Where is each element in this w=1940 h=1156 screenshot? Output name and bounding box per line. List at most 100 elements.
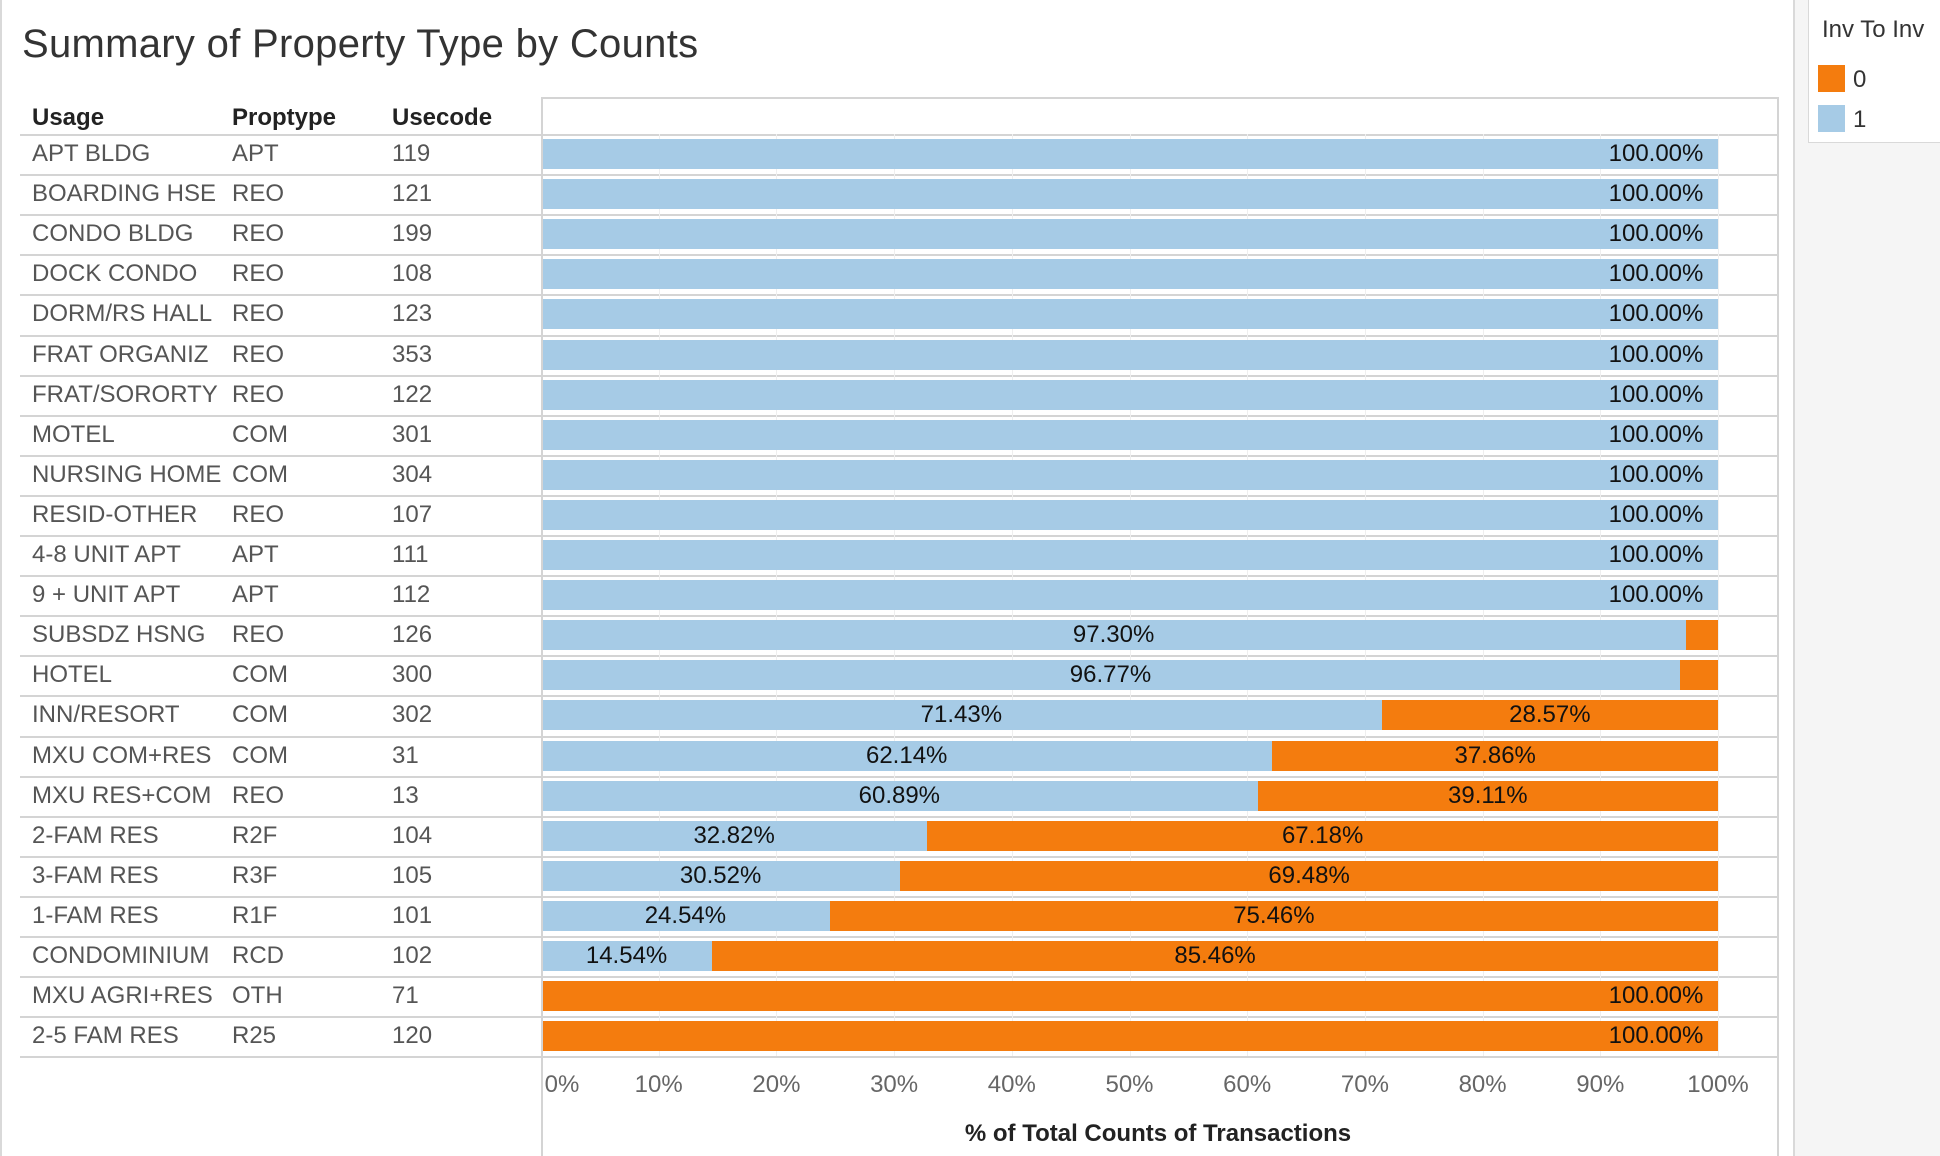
row-usecode-label[interactable]: 121 <box>392 180 433 208</box>
row-usage-label[interactable]: 9 + UNIT APT <box>32 581 181 609</box>
bar-segment-series-0[interactable] <box>1257 780 1718 811</box>
row-usage-label[interactable]: 2-FAM RES <box>32 821 159 849</box>
bar-segment-series-1[interactable] <box>541 219 1718 250</box>
row-proptype-label[interactable]: COM <box>232 460 288 488</box>
column-header-usage[interactable]: Usage <box>32 104 105 131</box>
row-proptype-label[interactable]: APT <box>232 140 279 168</box>
row-usage-label[interactable]: CONDOMINIUM <box>32 942 210 970</box>
row-usage-label[interactable]: 1-FAM RES <box>32 901 159 929</box>
row-proptype-label[interactable]: REO <box>232 180 285 208</box>
row-usecode-label[interactable]: 71 <box>392 982 419 1010</box>
bar-segment-series-1[interactable] <box>541 780 1258 811</box>
bar-segment-series-1[interactable] <box>541 379 1718 410</box>
bar-segment-series-1[interactable] <box>541 339 1718 370</box>
row-usage-label[interactable]: MXU RES+COM <box>32 781 212 809</box>
row-usecode-label[interactable]: 111 <box>392 541 429 569</box>
bar-segment-series-1[interactable] <box>541 620 1687 651</box>
row-usecode-label[interactable]: 123 <box>392 300 433 328</box>
row-usecode-label[interactable]: 353 <box>392 340 433 368</box>
row-usecode-label[interactable]: 119 <box>392 140 431 168</box>
row-usecode-label[interactable]: 302 <box>392 701 433 729</box>
row-usage-label[interactable]: RESID-OTHER <box>32 500 198 528</box>
row-usage-label[interactable]: 4-8 UNIT APT <box>32 541 181 569</box>
row-usecode-label[interactable]: 13 <box>392 781 419 809</box>
row-usage-label[interactable]: DORM/RS HALL <box>32 300 213 328</box>
row-proptype-label[interactable]: REO <box>232 260 285 288</box>
row-proptype-label[interactable]: REO <box>232 621 285 649</box>
row-usage-label[interactable]: FRAT/SORORTY <box>32 380 218 408</box>
row-usage-label[interactable]: BOARDING HSE <box>32 180 217 208</box>
row-usage-label[interactable]: MXU AGRI+RES <box>32 982 213 1010</box>
bar-segment-series-0[interactable] <box>1381 700 1718 731</box>
row-proptype-label[interactable]: RCD <box>232 942 284 970</box>
bar-segment-series-0[interactable] <box>900 860 1718 891</box>
row-usage-label[interactable]: HOTEL <box>32 661 113 689</box>
row-proptype-label[interactable]: R1F <box>232 901 278 929</box>
bar-segment-series-0[interactable] <box>829 900 1718 931</box>
row-proptype-label[interactable]: R25 <box>232 1022 277 1050</box>
row-usage-label[interactable]: CONDO BLDG <box>32 220 194 248</box>
row-proptype-label[interactable]: R2F <box>232 821 278 849</box>
row-proptype-label[interactable]: REO <box>232 380 285 408</box>
bar-segment-series-0[interactable] <box>541 981 1718 1012</box>
row-usecode-label[interactable]: 101 <box>392 901 433 929</box>
bar-segment-series-1[interactable] <box>541 740 1273 771</box>
bar-segment-series-1[interactable] <box>541 660 1680 691</box>
row-usecode-label[interactable]: 304 <box>392 460 433 488</box>
row-usage-label[interactable]: 3-FAM RES <box>32 861 159 889</box>
row-usecode-label[interactable]: 107 <box>392 500 433 528</box>
row-usage-label[interactable]: NURSING HOME <box>32 460 222 488</box>
bar-segment-series-1[interactable] <box>541 700 1382 731</box>
row-usage-label[interactable]: MOTEL <box>32 420 115 448</box>
row-proptype-label[interactable]: REO <box>232 781 285 809</box>
row-usage-label[interactable]: SUBSDZ HSNG <box>32 621 206 649</box>
row-proptype-label[interactable]: REO <box>232 340 285 368</box>
bar-segment-series-0[interactable] <box>1686 620 1718 651</box>
bar-segment-series-1[interactable] <box>541 299 1718 330</box>
row-usage-label[interactable]: MXU COM+RES <box>32 741 212 769</box>
row-proptype-label[interactable]: COM <box>232 741 288 769</box>
row-usage-label[interactable]: 2-5 FAM RES <box>32 1022 179 1050</box>
row-proptype-label[interactable]: COM <box>232 701 288 729</box>
bar-segment-series-1[interactable] <box>541 941 713 972</box>
bar-segment-series-1[interactable] <box>541 820 928 851</box>
legend-swatch-0[interactable] <box>1818 65 1845 92</box>
bar-segment-series-1[interactable] <box>541 419 1718 450</box>
bar-segment-series-0[interactable] <box>927 820 1718 851</box>
row-usecode-label[interactable]: 301 <box>392 420 433 448</box>
bar-segment-series-1[interactable] <box>541 540 1718 571</box>
row-usage-label[interactable]: FRAT ORGANIZ <box>32 340 209 368</box>
bar-segment-series-0[interactable] <box>541 1021 1718 1052</box>
bar-segment-series-1[interactable] <box>541 139 1718 170</box>
column-header-proptype[interactable]: Proptype <box>232 104 337 131</box>
row-usecode-label[interactable]: 120 <box>392 1022 433 1050</box>
bar-segment-series-1[interactable] <box>541 459 1718 490</box>
row-proptype-label[interactable]: REO <box>232 220 285 248</box>
column-header-usecode[interactable]: Usecode <box>392 104 493 131</box>
row-usecode-label[interactable]: 112 <box>392 581 431 609</box>
legend-label-1[interactable]: 1 <box>1853 106 1867 133</box>
row-proptype-label[interactable]: APT <box>232 541 279 569</box>
bar-segment-series-1[interactable] <box>541 179 1718 210</box>
row-usage-label[interactable]: DOCK CONDO <box>32 260 198 288</box>
row-usecode-label[interactable]: 31 <box>392 741 419 769</box>
legend-swatch-1[interactable] <box>1818 105 1845 132</box>
row-usecode-label[interactable]: 105 <box>392 861 433 889</box>
row-usecode-label[interactable]: 126 <box>392 621 433 649</box>
bar-segment-series-0[interactable] <box>712 941 1718 972</box>
row-proptype-label[interactable]: R3F <box>232 861 278 889</box>
row-usecode-label[interactable]: 122 <box>392 380 433 408</box>
row-usecode-label[interactable]: 300 <box>392 661 433 689</box>
bar-segment-series-1[interactable] <box>541 499 1718 530</box>
row-usecode-label[interactable]: 199 <box>392 220 433 248</box>
bar-segment-series-1[interactable] <box>541 860 901 891</box>
row-proptype-label[interactable]: APT <box>232 581 279 609</box>
row-usecode-label[interactable]: 108 <box>392 260 433 288</box>
legend-label-0[interactable]: 0 <box>1853 66 1867 93</box>
bar-segment-series-1[interactable] <box>541 580 1718 611</box>
row-usecode-label[interactable]: 102 <box>392 942 433 970</box>
row-proptype-label[interactable]: COM <box>232 661 288 689</box>
bar-segment-series-1[interactable] <box>541 900 830 931</box>
row-proptype-label[interactable]: COM <box>232 420 288 448</box>
row-usage-label[interactable]: INN/RESORT <box>32 701 180 729</box>
